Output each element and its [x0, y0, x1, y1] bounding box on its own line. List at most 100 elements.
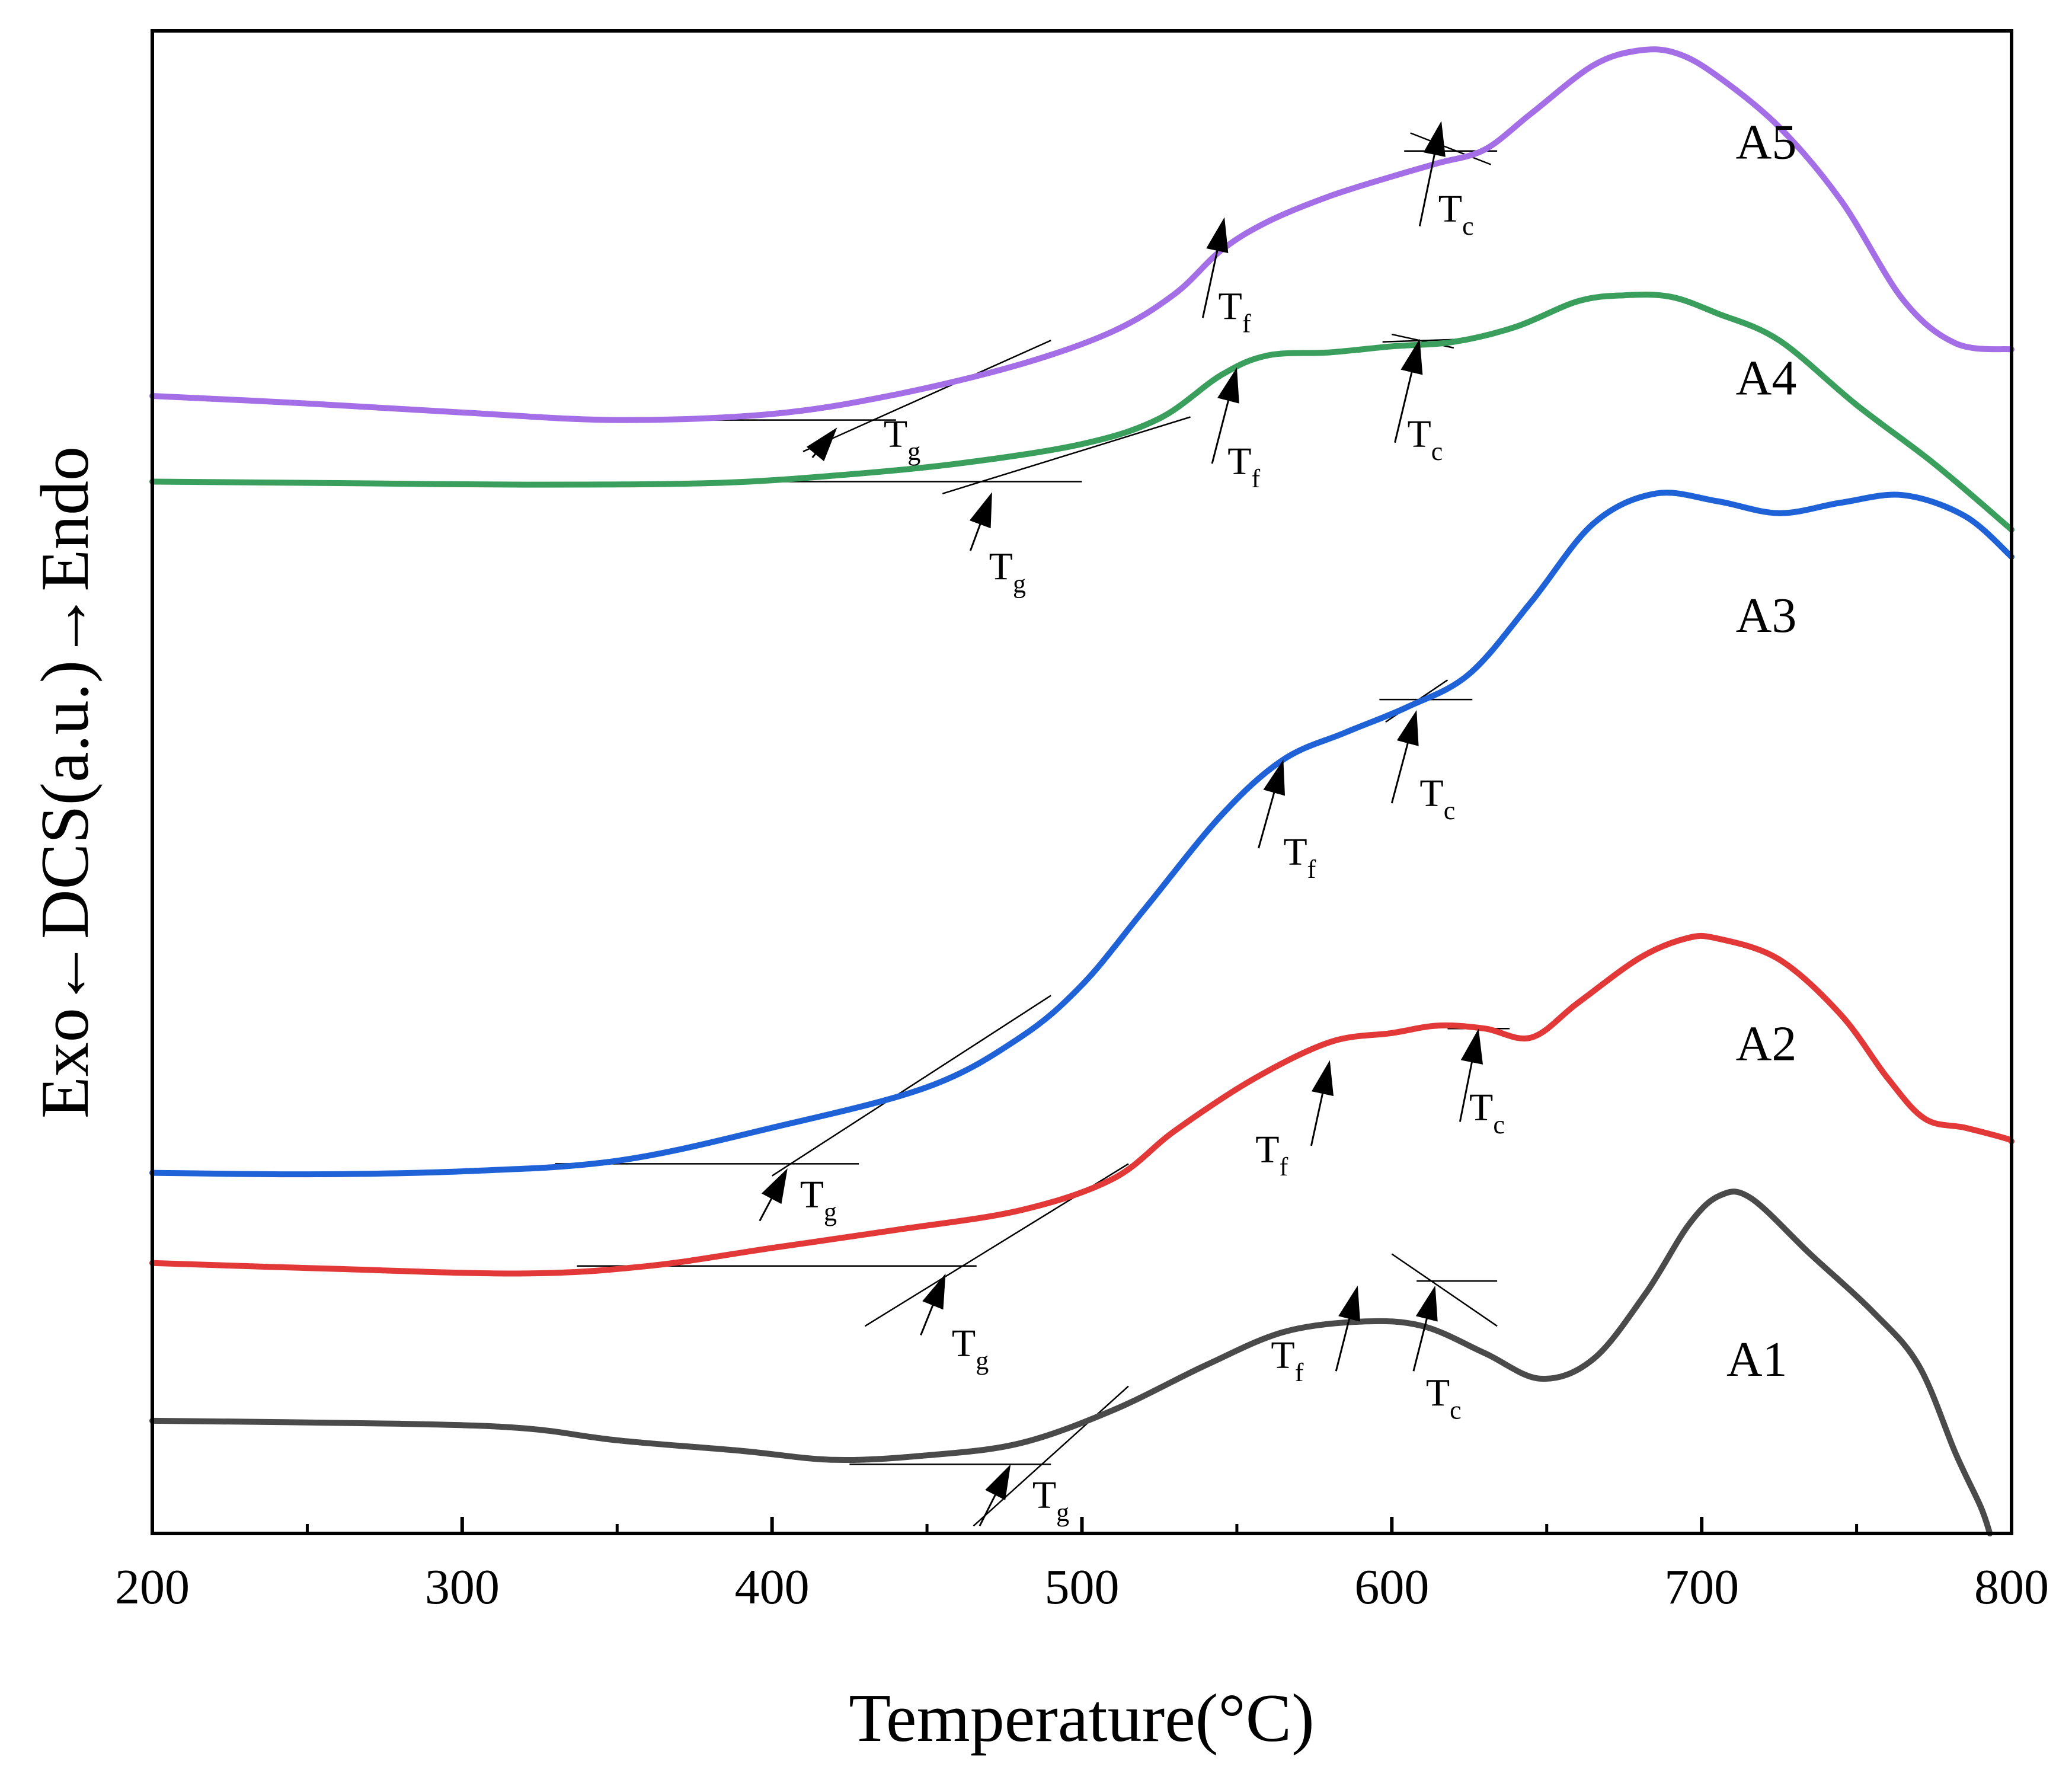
arrow-head-a3-tg [761, 1168, 788, 1204]
arrow-shaft-a4-tc [1394, 365, 1415, 443]
arrow-head-a2-tf [1311, 1060, 1334, 1097]
label-subscript-a4-tg: g [1013, 569, 1026, 598]
label-a4-tc: Tc [1407, 413, 1443, 466]
label-subscript-a5-tf: f [1242, 309, 1251, 338]
label-subscript-a4-tf: f [1252, 464, 1261, 493]
arrow-head-a4-tc [1400, 338, 1423, 375]
label-a4-tg: Tg [989, 545, 1026, 598]
x-tick-label-300: 300 [425, 1560, 500, 1615]
label-letter-a3-tg: T [800, 1173, 824, 1216]
label-subscript-a3-tf: f [1307, 855, 1316, 884]
label-subscript-a2-tc: c [1493, 1110, 1505, 1139]
label-subscript-a1-tc: c [1450, 1396, 1462, 1425]
arrow-head-a4-tf [1217, 367, 1239, 404]
arrow-head-a2-tc [1460, 1028, 1483, 1065]
label-a2-tf: Tf [1255, 1128, 1288, 1181]
label-letter-a2-tc: T [1469, 1086, 1493, 1129]
arrow-shaft-a3-tf [1258, 785, 1277, 849]
label-letter-a2-tg: T [952, 1322, 976, 1365]
series-label-a1: A1 [1726, 1332, 1788, 1387]
arrow-shaft-a1-tf [1335, 1312, 1352, 1372]
label-letter-a4-tc: T [1407, 413, 1431, 456]
x-tick-label-500: 500 [1045, 1560, 1120, 1615]
arrow-shaft-a2-tc [1459, 1055, 1475, 1122]
label-subscript-a5-tc: c [1462, 212, 1474, 241]
guide-line-a3-tg-2 [771, 995, 1051, 1177]
label-a3-tc: Tc [1419, 772, 1455, 825]
label-letter-a3-tc: T [1419, 772, 1443, 815]
arrow-head-a2-tg [922, 1273, 946, 1310]
series-labels: A1 A2 A3 A4 A5 [1726, 114, 1796, 1386]
x-tick-label-200: 200 [115, 1560, 190, 1615]
arrow-head-a3-tf [1263, 759, 1286, 796]
x-axis-title: Temperature(°C) [849, 1680, 1314, 1756]
label-a3-tf: Tf [1283, 830, 1316, 884]
arrow-head-a1-tf [1338, 1285, 1360, 1322]
x-axis-ticks: 200 300 400 500 600 700 800 [115, 1517, 2049, 1615]
arrow-shaft-a5-tc [1418, 148, 1437, 226]
arrow-shaft-a3-tc [1390, 736, 1411, 804]
label-a2-tg: Tg [952, 1322, 989, 1375]
arrow-shaft-a5-tf [1201, 244, 1220, 318]
label-letter-a4-tg: T [989, 545, 1013, 588]
y-axis-title: Exo←DCS(a.u.)→Endo [27, 446, 103, 1119]
arrow-head-a5-tc [1423, 121, 1446, 157]
series-line-a2 [149, 932, 2015, 1277]
series-line-a1 [149, 1188, 1993, 1536]
label-subscript-a3-tg: g [824, 1197, 837, 1226]
label-a2-tc: Tc [1469, 1086, 1505, 1139]
guide-line-a1-tc-2 [1391, 1253, 1498, 1327]
label-letter-a1-tg: T [1032, 1474, 1056, 1517]
label-a1-tg: Tg [1032, 1474, 1069, 1527]
series-line-a3 [149, 490, 2015, 1178]
series-lines [149, 46, 2015, 1536]
arrow-head-a5-tg [806, 427, 837, 462]
series-line-a5 [149, 46, 2015, 423]
guide-line-a4-tg-2 [942, 416, 1191, 494]
label-a5-tc: Tc [1438, 187, 1474, 241]
arrow-head-a1-tg [985, 1464, 1011, 1500]
series-line-a4 [149, 292, 2015, 533]
label-letter-a1-tc: T [1426, 1372, 1450, 1415]
label-letter-a5-tc: T [1438, 187, 1462, 231]
label-a3-tg: Tg [800, 1173, 837, 1226]
label-a5-tg: Tg [884, 413, 920, 466]
arrow-head-a5-tf [1206, 217, 1229, 254]
arrow-head-a1-tc [1415, 1285, 1438, 1322]
x-tick-label-700: 700 [1664, 1560, 1739, 1615]
x-tick-label-400: 400 [735, 1560, 810, 1615]
guide-line-a5-tg-2 [802, 340, 1051, 452]
x-tick-label-600: 600 [1354, 1560, 1429, 1615]
series-label-a5: A5 [1736, 114, 1797, 170]
label-letter-a2-tf: T [1255, 1128, 1279, 1171]
series-label-a4: A4 [1736, 350, 1797, 405]
label-subscript-a4-tc: c [1431, 437, 1443, 466]
label-letter-a3-tf: T [1283, 830, 1307, 874]
label-letter-a5-tf: T [1219, 285, 1242, 328]
label-letter-a5-tg: T [884, 413, 907, 456]
series-label-a3: A3 [1736, 588, 1797, 643]
guide-line-a1-tg-2 [973, 1385, 1129, 1527]
arrow-shaft-a1-tc [1412, 1312, 1430, 1372]
arrow-shaft-a4-tf [1211, 394, 1231, 464]
x-tick-label-800: 800 [1974, 1560, 2049, 1615]
arrow-head-a3-tc [1396, 710, 1419, 746]
label-subscript-a1-tf: f [1295, 1358, 1304, 1387]
label-subscript-a1-tg: g [1056, 1498, 1069, 1527]
label-a1-tf: Tf [1271, 1334, 1303, 1387]
label-subscript-a2-tg: g [976, 1346, 989, 1375]
label-letter-a4-tf: T [1227, 440, 1251, 483]
arrow-head-a4-tg [969, 492, 992, 529]
label-a5-tf: Tf [1219, 285, 1251, 338]
arrow-shaft-a1-tg [979, 1488, 999, 1526]
label-subscript-a2-tf: f [1280, 1152, 1288, 1181]
series-label-a2: A2 [1736, 1016, 1797, 1071]
label-subscript-a3-tc: c [1444, 796, 1456, 825]
arrow-shaft-a2-tf [1310, 1087, 1325, 1146]
label-a1-tc: Tc [1426, 1372, 1462, 1425]
label-letter-a1-tf: T [1271, 1334, 1294, 1377]
label-a4-tf: Tf [1227, 440, 1260, 493]
